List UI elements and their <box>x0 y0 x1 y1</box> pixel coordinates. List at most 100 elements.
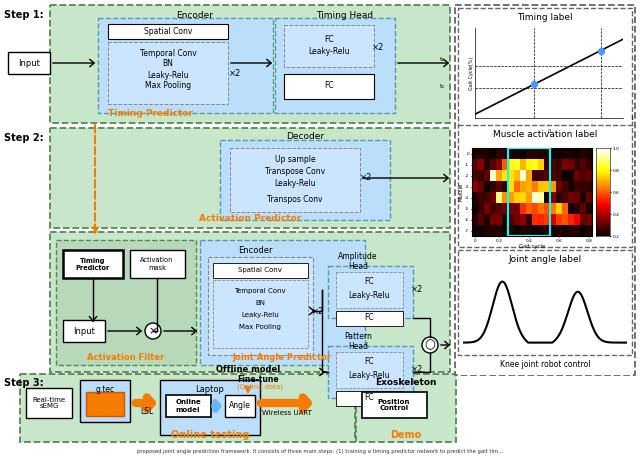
Text: Joint Angle Predictor: Joint Angle Predictor <box>232 353 332 362</box>
Circle shape <box>422 337 438 353</box>
Text: ×2: ×2 <box>360 174 372 182</box>
Text: Input: Input <box>73 326 95 335</box>
Text: Fine-tune: Fine-tune <box>237 375 278 384</box>
Bar <box>50 128 450 228</box>
Bar <box>213 263 308 278</box>
Text: ×2: ×2 <box>411 366 423 374</box>
Text: Step 2:: Step 2: <box>4 133 44 143</box>
Text: FC: FC <box>324 34 334 43</box>
Text: FC: FC <box>364 314 374 323</box>
Bar <box>362 392 427 418</box>
Text: Activation Filter: Activation Filter <box>88 353 164 362</box>
Text: ○: ○ <box>424 339 435 351</box>
Text: Decoder: Decoder <box>286 132 324 141</box>
Text: Timing
Predictor: Timing Predictor <box>76 257 110 271</box>
Text: Laptop: Laptop <box>196 385 225 394</box>
Bar <box>160 380 260 435</box>
Text: t₁: t₁ <box>440 57 445 62</box>
Point <box>529 80 540 88</box>
Text: Leaky-Relu: Leaky-Relu <box>308 48 350 57</box>
Bar <box>458 250 632 355</box>
Text: proposed joint angle prediction framework. It consists of three main steps: (1) : proposed joint angle prediction framewor… <box>137 449 503 454</box>
Text: Max Pooling: Max Pooling <box>145 81 191 90</box>
Bar <box>220 140 390 220</box>
Text: Encoder: Encoder <box>177 11 214 20</box>
Text: Spatial Conv: Spatial Conv <box>238 267 282 273</box>
Text: ×2: ×2 <box>411 286 423 294</box>
Text: BN: BN <box>255 300 265 306</box>
Text: Demo: Demo <box>390 430 422 440</box>
Bar <box>328 346 413 398</box>
Text: Leaky-Relu: Leaky-Relu <box>348 291 390 299</box>
Text: Joint angle label: Joint angle label <box>508 255 582 264</box>
Bar <box>336 272 403 308</box>
Text: Activation Predictor: Activation Predictor <box>199 214 301 223</box>
Text: Spatial Conv: Spatial Conv <box>144 27 192 36</box>
Text: Wireless UART: Wireless UART <box>262 410 312 416</box>
Text: Leaky-Relu: Leaky-Relu <box>348 371 390 379</box>
Text: Timing Head: Timing Head <box>316 11 374 20</box>
Text: Online testing: Online testing <box>171 430 249 440</box>
Bar <box>98 18 273 113</box>
Text: Encoder: Encoder <box>237 246 272 255</box>
Text: Position
Control: Position Control <box>378 399 410 411</box>
Circle shape <box>145 323 161 339</box>
Text: Pattern
Head: Pattern Head <box>344 332 372 351</box>
Bar <box>8 52 50 74</box>
Text: Step 3:: Step 3: <box>4 378 44 388</box>
Text: Transpos Conv: Transpos Conv <box>268 196 323 204</box>
Text: Real-time
sEMG: Real-time sEMG <box>33 397 65 409</box>
Bar <box>108 42 228 104</box>
Bar <box>63 250 123 278</box>
Bar <box>26 388 72 418</box>
Text: Input: Input <box>18 58 40 68</box>
Bar <box>458 8 632 126</box>
Text: Transpose Conv: Transpose Conv <box>265 166 325 175</box>
Text: Online
model: Online model <box>175 399 201 413</box>
Bar <box>328 266 413 318</box>
Text: FC: FC <box>364 393 374 403</box>
Text: Leaky-Relu: Leaky-Relu <box>274 179 316 187</box>
Bar <box>336 352 403 388</box>
Bar <box>50 5 450 123</box>
Text: Timing label: Timing label <box>517 13 573 22</box>
Text: g.tec: g.tec <box>95 385 115 394</box>
Text: ×2: ×2 <box>312 307 324 315</box>
Text: (Online data): (Online data) <box>237 383 283 389</box>
Bar <box>225 395 255 417</box>
Text: 1: 1 <box>630 116 634 121</box>
Bar <box>50 232 450 372</box>
Text: t₀: t₀ <box>440 84 445 89</box>
Bar <box>284 25 374 67</box>
Bar <box>458 358 632 375</box>
Bar <box>213 280 308 348</box>
Text: ×: × <box>148 326 157 336</box>
Bar <box>166 395 211 417</box>
Bar <box>63 320 105 342</box>
Bar <box>208 257 313 355</box>
Text: Leaky-Relu: Leaky-Relu <box>147 70 189 80</box>
Text: Amplitude
Head: Amplitude Head <box>339 252 378 271</box>
Text: ×2: ×2 <box>372 43 384 52</box>
Bar <box>284 74 374 99</box>
Text: Offline model: Offline model <box>216 366 280 374</box>
X-axis label: Gait cycle: Gait cycle <box>519 244 545 249</box>
Bar <box>336 311 403 326</box>
Text: FC: FC <box>364 277 374 287</box>
Text: Angle: Angle <box>229 402 251 410</box>
Bar <box>336 391 403 406</box>
Text: Muscle activation label: Muscle activation label <box>493 130 597 139</box>
Text: Temporal Conv: Temporal Conv <box>140 48 196 58</box>
Bar <box>200 240 365 365</box>
Bar <box>455 5 635 375</box>
Text: Leaky-Relu: Leaky-Relu <box>241 312 279 318</box>
Text: Activation
mask: Activation mask <box>140 257 173 271</box>
Text: FC: FC <box>364 357 374 367</box>
Bar <box>458 125 632 247</box>
Text: Step 1:: Step 1: <box>4 10 44 20</box>
Text: Max Pooling: Max Pooling <box>239 324 281 330</box>
Text: ×2: ×2 <box>229 69 241 78</box>
Y-axis label: Gait Cycle(%): Gait Cycle(%) <box>468 56 474 90</box>
Text: Temporal Conv: Temporal Conv <box>234 288 286 294</box>
Y-axis label: Muscle: Muscle <box>459 183 464 201</box>
